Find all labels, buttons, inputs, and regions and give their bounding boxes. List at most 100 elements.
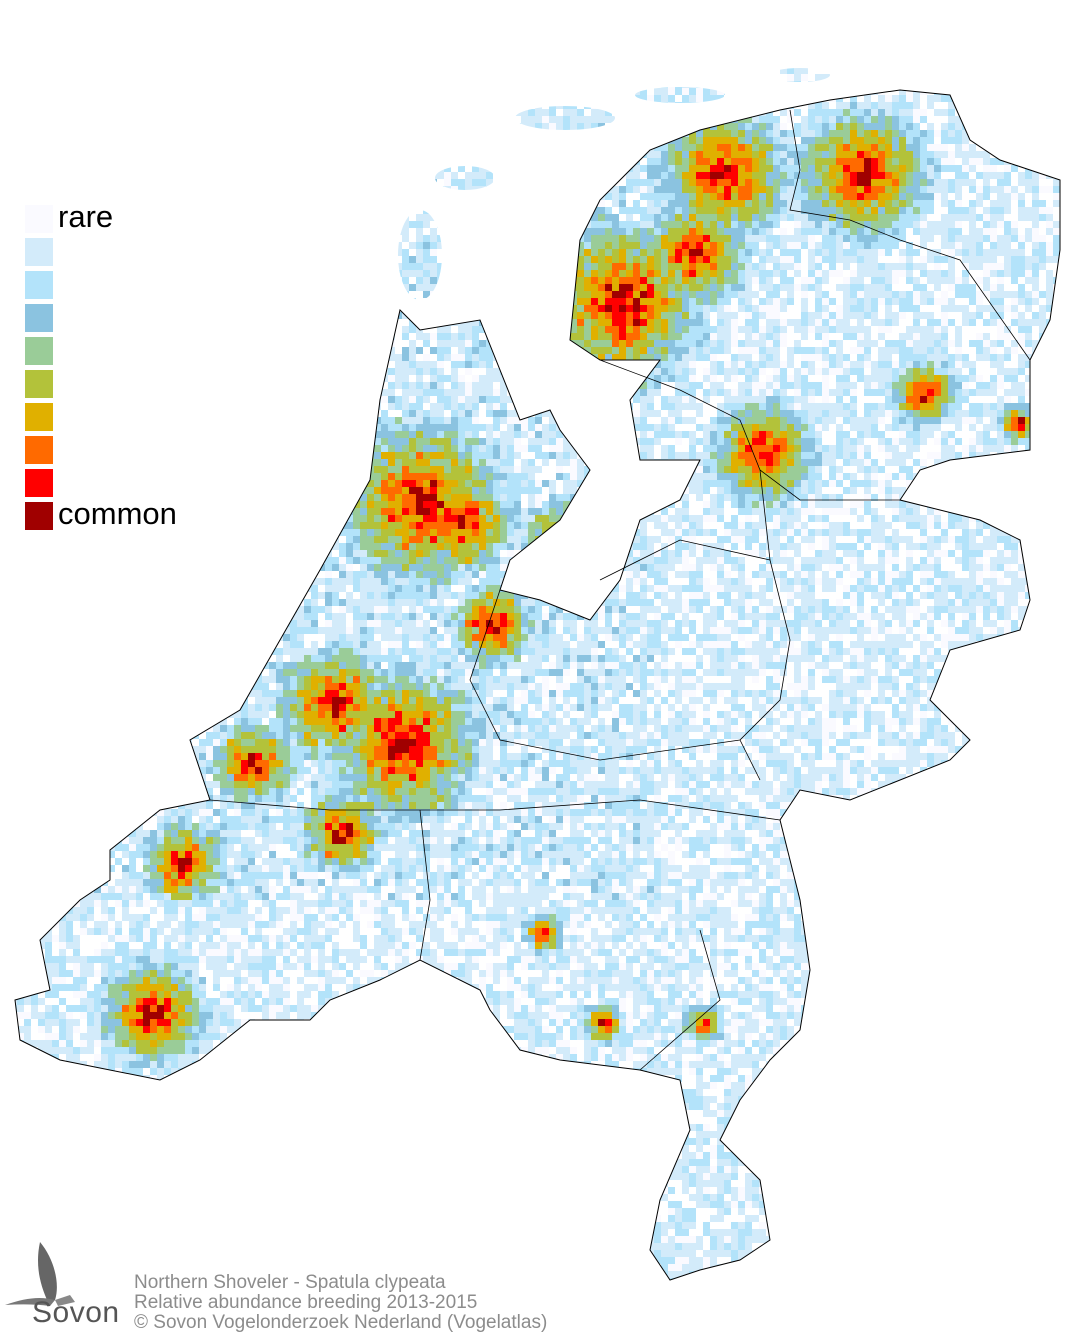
grid-cell [654, 95, 661, 102]
grid-cell [857, 305, 864, 312]
grid-cell [682, 291, 689, 298]
grid-cell [801, 221, 808, 228]
grid-cell [941, 68, 948, 74]
grid-cell [73, 263, 80, 270]
grid-cell [612, 291, 619, 298]
grid-cell [311, 109, 318, 116]
grid-cell [598, 263, 605, 270]
grid-cell [717, 263, 724, 270]
grid-cell [276, 165, 283, 172]
grid-cell [360, 235, 367, 242]
grid-cell [1067, 263, 1074, 270]
grid-cell [850, 144, 857, 151]
grid-cell [402, 60, 409, 67]
grid-cell [759, 270, 766, 277]
grid-cell [878, 221, 885, 228]
grid-cell [451, 284, 458, 291]
grid-cell [675, 277, 682, 284]
grid-cell [703, 235, 710, 242]
grid-cell [451, 214, 458, 221]
grid-cell [675, 284, 682, 291]
grid-cell [395, 242, 402, 249]
grid-cell [1053, 137, 1060, 144]
grid-cell [815, 74, 822, 81]
grid-cell [759, 305, 766, 312]
grid-cell [318, 102, 325, 109]
grid-cell [17, 277, 24, 284]
grid-cell [241, 144, 248, 151]
grid-cell [283, 214, 290, 221]
grid-cell [626, 123, 633, 130]
grid-cell [710, 172, 717, 179]
grid-cell [969, 95, 976, 102]
grid-cell [689, 186, 696, 193]
grid-cell [773, 298, 780, 305]
grid-cell [829, 263, 836, 270]
grid-cell [297, 305, 304, 312]
grid-cell [647, 116, 654, 123]
grid-cell [276, 68, 283, 74]
grid-cell [682, 312, 689, 319]
grid-cell [640, 242, 647, 249]
grid-cell [241, 165, 248, 172]
grid-cell [360, 305, 367, 312]
grid-cell [52, 172, 59, 179]
grid-cell [521, 109, 528, 116]
grid-cell [794, 74, 801, 81]
grid-cell [934, 95, 941, 102]
grid-cell [15, 109, 17, 116]
grid-cell [647, 109, 654, 116]
grid-cell [297, 130, 304, 137]
grid-cell [213, 284, 220, 291]
grid-cell [773, 207, 780, 214]
grid-cell [591, 284, 598, 291]
grid-cell [752, 144, 759, 151]
grid-cell [696, 165, 703, 172]
grid-cell [724, 68, 731, 74]
grid-cell [17, 74, 24, 81]
grid-cell [192, 158, 199, 165]
grid-cell [199, 319, 206, 326]
grid-cell [689, 109, 696, 116]
grid-cell [850, 68, 857, 74]
grid-cell [829, 123, 836, 130]
grid-cell [801, 88, 808, 95]
grid-cell [24, 68, 31, 74]
grid-cell [346, 214, 353, 221]
grid-cell [234, 319, 241, 326]
grid-cell [955, 214, 962, 221]
grid-cell [500, 256, 507, 263]
grid-cell [556, 249, 563, 256]
grid-cell [213, 123, 220, 130]
grid-cell [115, 221, 122, 228]
grid-cell [311, 235, 318, 242]
grid-cell [94, 305, 101, 312]
grid-cell [822, 312, 829, 319]
grid-cell [542, 277, 549, 284]
grid-cell [864, 172, 871, 179]
grid-cell [675, 200, 682, 207]
grid-cell [381, 319, 388, 326]
grid-cell [598, 130, 605, 137]
grid-cell [738, 270, 745, 277]
grid-cell [703, 130, 710, 137]
grid-cell [255, 130, 262, 137]
grid-cell [227, 256, 234, 263]
grid-cell [1032, 200, 1039, 207]
grid-cell [290, 256, 297, 263]
grid-cell [451, 256, 458, 263]
grid-cell [465, 207, 472, 214]
grid-cell [206, 88, 213, 95]
grid-cell [241, 116, 248, 123]
grid-cell [836, 249, 843, 256]
grid-cell [640, 207, 647, 214]
grid-cell [766, 172, 773, 179]
grid-cell [451, 186, 458, 193]
grid-cell [31, 68, 38, 74]
grid-cell [297, 242, 304, 249]
grid-cell [171, 298, 178, 305]
grid-cell [416, 116, 423, 123]
grid-cell [563, 179, 570, 186]
grid-cell [619, 228, 626, 235]
grid-cell [640, 68, 647, 74]
